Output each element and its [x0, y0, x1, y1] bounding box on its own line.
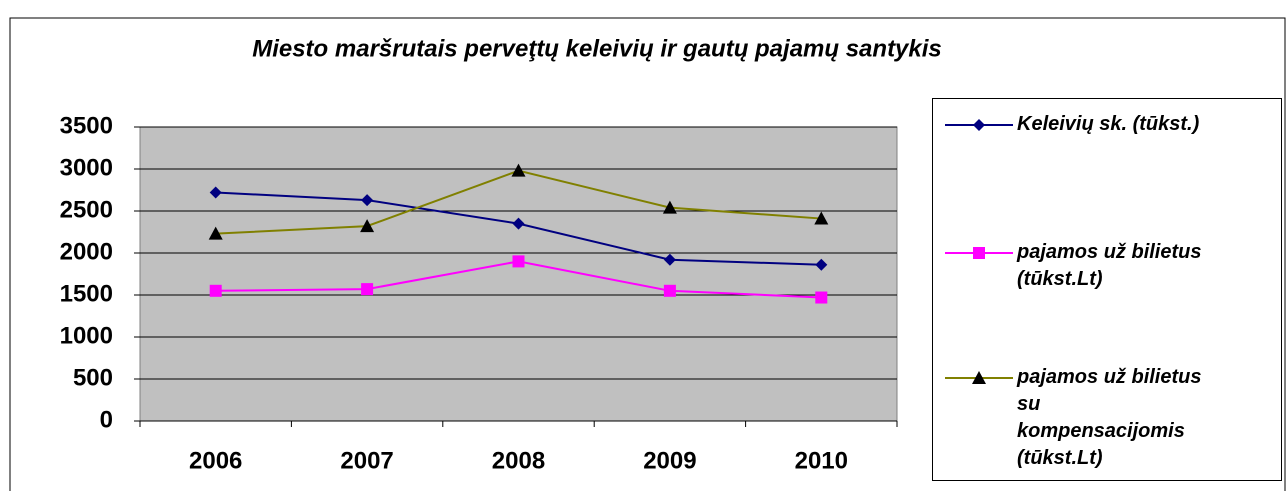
y-tick-label: 1000 [60, 322, 113, 349]
x-tick-label: 2008 [492, 447, 545, 474]
y-tick-label: 3500 [60, 112, 113, 139]
x-tick-label: 2007 [340, 447, 393, 474]
marker [209, 284, 222, 297]
legend-swatch [945, 247, 1013, 259]
y-tick-label: 1500 [60, 280, 113, 307]
x-tick-label: 2006 [189, 447, 242, 474]
y-tick-label: 3000 [60, 154, 113, 181]
marker [511, 163, 526, 177]
marker [815, 291, 828, 304]
marker [209, 186, 222, 199]
legend-label: pajamos už bilietus (tūkst.Lt) [1017, 241, 1202, 290]
marker [814, 211, 829, 225]
y-tick-label: 2500 [60, 196, 113, 223]
marker [972, 371, 986, 384]
legend: Keleivių sk. (tūkst.) pajamos už bilietus… [932, 98, 1282, 481]
marker [973, 119, 985, 131]
y-tick-label: 2000 [60, 238, 113, 265]
marker [208, 226, 223, 240]
marker [360, 219, 375, 233]
legend-label: Keleivių sk. (tūkst.) [1017, 113, 1200, 135]
marker [663, 284, 676, 297]
legend-swatch [945, 119, 1013, 131]
legend-swatch [945, 371, 1013, 384]
x-tick-label: 2009 [643, 447, 696, 474]
marker [512, 217, 525, 230]
marker [815, 258, 828, 271]
marker [973, 247, 985, 259]
chart-title: Miesto maršrutais perveţtų keleivių ir g… [252, 35, 942, 62]
y-tick-label: 500 [73, 364, 113, 391]
y-tick-label: 0 [100, 406, 113, 433]
frame [9, 17, 1286, 491]
x-tick-label: 2010 [795, 447, 848, 474]
marker [663, 253, 676, 266]
marker [662, 200, 677, 214]
marker [361, 283, 374, 296]
legend-label: pajamos už bilietus su kompensacijomis (… [1017, 366, 1202, 469]
marker [512, 255, 525, 268]
marker [361, 194, 374, 207]
